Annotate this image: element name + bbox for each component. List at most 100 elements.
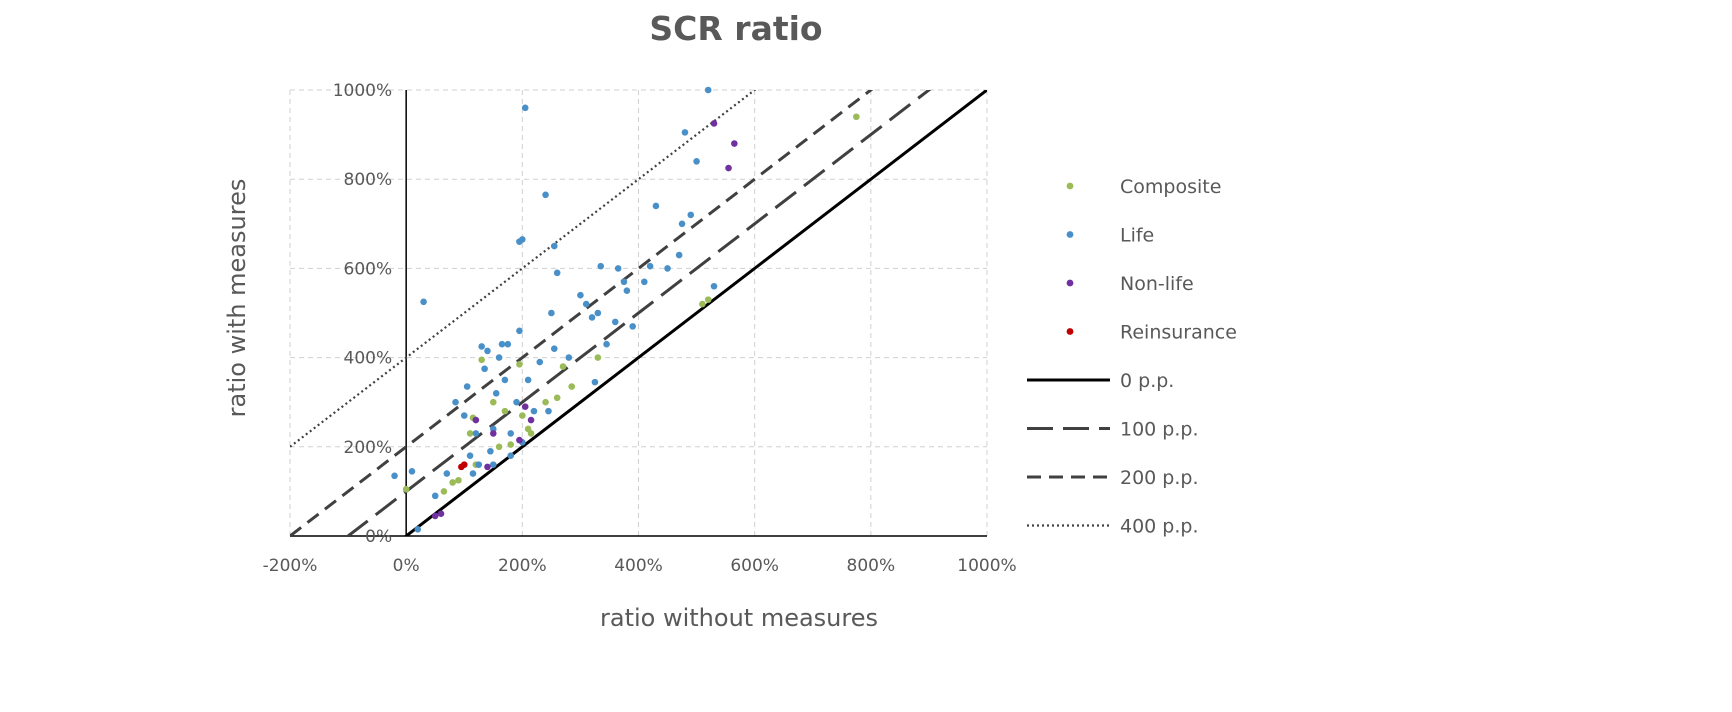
data-point bbox=[594, 309, 602, 317]
legend-marker bbox=[1066, 279, 1074, 287]
data-point bbox=[437, 510, 445, 517]
legend-marker bbox=[1066, 182, 1074, 190]
data-point bbox=[568, 383, 576, 390]
y-tick-label: 800% bbox=[344, 170, 393, 190]
data-point bbox=[495, 354, 503, 361]
data-point bbox=[553, 394, 561, 402]
data-point bbox=[516, 436, 523, 444]
data-point bbox=[501, 376, 509, 384]
data-point bbox=[545, 407, 552, 415]
y-axis-label: ratio with measures bbox=[223, 179, 251, 418]
data-point bbox=[527, 430, 535, 437]
y-tick-labels: 0% 200% 400% 600% 800% 1000% bbox=[333, 81, 392, 547]
data-point bbox=[710, 282, 718, 290]
data-point bbox=[460, 461, 468, 468]
data-points bbox=[391, 86, 860, 533]
y-tick-label: 0% bbox=[365, 527, 392, 547]
data-point bbox=[588, 314, 596, 321]
data-point bbox=[472, 416, 480, 424]
data-point bbox=[478, 343, 485, 350]
data-point bbox=[548, 309, 555, 317]
data-point bbox=[431, 512, 439, 520]
data-point bbox=[629, 323, 636, 330]
data-point bbox=[725, 164, 732, 172]
x-tick-label: 1000% bbox=[957, 556, 1016, 576]
data-point bbox=[391, 472, 398, 480]
data-point bbox=[484, 347, 491, 355]
data-point bbox=[550, 345, 558, 352]
data-point bbox=[611, 318, 619, 326]
legend-label: 400 p.p. bbox=[1120, 516, 1199, 538]
data-point bbox=[597, 262, 605, 270]
data-point bbox=[524, 376, 532, 384]
data-point bbox=[710, 120, 718, 127]
data-point bbox=[623, 287, 631, 295]
data-point bbox=[519, 412, 526, 419]
data-point bbox=[489, 430, 497, 437]
data-point bbox=[507, 452, 515, 460]
data-point bbox=[678, 220, 686, 228]
data-point bbox=[591, 378, 599, 386]
data-point bbox=[431, 492, 439, 500]
data-point bbox=[484, 463, 491, 471]
data-point bbox=[641, 278, 648, 286]
data-point bbox=[731, 140, 738, 147]
y-tick-label: 400% bbox=[344, 349, 393, 369]
data-point bbox=[565, 354, 573, 361]
data-point bbox=[582, 300, 590, 308]
legend-label: Non-life bbox=[1120, 273, 1194, 295]
data-point bbox=[507, 430, 515, 437]
x-tick-label: 200% bbox=[498, 556, 547, 576]
data-point bbox=[699, 300, 706, 308]
data-point bbox=[475, 461, 483, 468]
data-point bbox=[519, 236, 526, 243]
data-point bbox=[489, 398, 497, 406]
data-point bbox=[527, 416, 535, 424]
x-tick-label: -200% bbox=[263, 556, 318, 576]
chart-title: SCR ratio bbox=[649, 9, 822, 48]
data-point bbox=[530, 407, 538, 415]
data-point bbox=[466, 430, 474, 437]
data-point bbox=[542, 191, 549, 199]
data-point bbox=[516, 327, 523, 335]
data-point bbox=[559, 363, 567, 370]
reference-line bbox=[403, 90, 987, 536]
data-point bbox=[478, 356, 485, 364]
legend-marker bbox=[1066, 328, 1074, 335]
y-tick-label: 600% bbox=[344, 259, 393, 279]
data-point bbox=[521, 403, 529, 410]
data-point bbox=[603, 340, 610, 348]
data-point bbox=[487, 447, 494, 455]
data-point bbox=[498, 340, 506, 348]
x-tick-labels: -200% 0% 200% 400% 600% 800% 1000% bbox=[263, 556, 1017, 576]
data-point bbox=[536, 358, 544, 366]
legend-marker bbox=[1066, 231, 1074, 238]
data-point bbox=[472, 430, 480, 437]
data-point bbox=[693, 158, 700, 165]
data-point bbox=[492, 389, 500, 397]
data-point bbox=[504, 340, 512, 348]
x-tick-label: 800% bbox=[847, 556, 896, 576]
data-point bbox=[440, 488, 448, 495]
data-point bbox=[553, 269, 561, 277]
legend-label: 200 p.p. bbox=[1120, 467, 1199, 489]
x-tick-label: 400% bbox=[614, 556, 663, 576]
y-tick-label: 200% bbox=[344, 438, 393, 458]
data-point bbox=[481, 365, 488, 373]
data-point bbox=[620, 278, 628, 286]
reference-line bbox=[290, 90, 874, 536]
data-point bbox=[687, 211, 695, 219]
data-point bbox=[521, 104, 529, 112]
data-point bbox=[664, 265, 671, 272]
data-point bbox=[681, 129, 689, 136]
data-point bbox=[443, 470, 451, 477]
legend-label: Reinsurance bbox=[1120, 322, 1237, 344]
data-point bbox=[455, 476, 462, 484]
legend-label: 0 p.p. bbox=[1120, 370, 1174, 392]
legend-label: Life bbox=[1120, 225, 1154, 247]
data-point bbox=[507, 441, 515, 448]
data-point bbox=[460, 412, 468, 419]
legend: Composite Life Non-life Reinsurance 0 p.p. 10… bbox=[1027, 176, 1237, 538]
data-point bbox=[489, 461, 497, 468]
